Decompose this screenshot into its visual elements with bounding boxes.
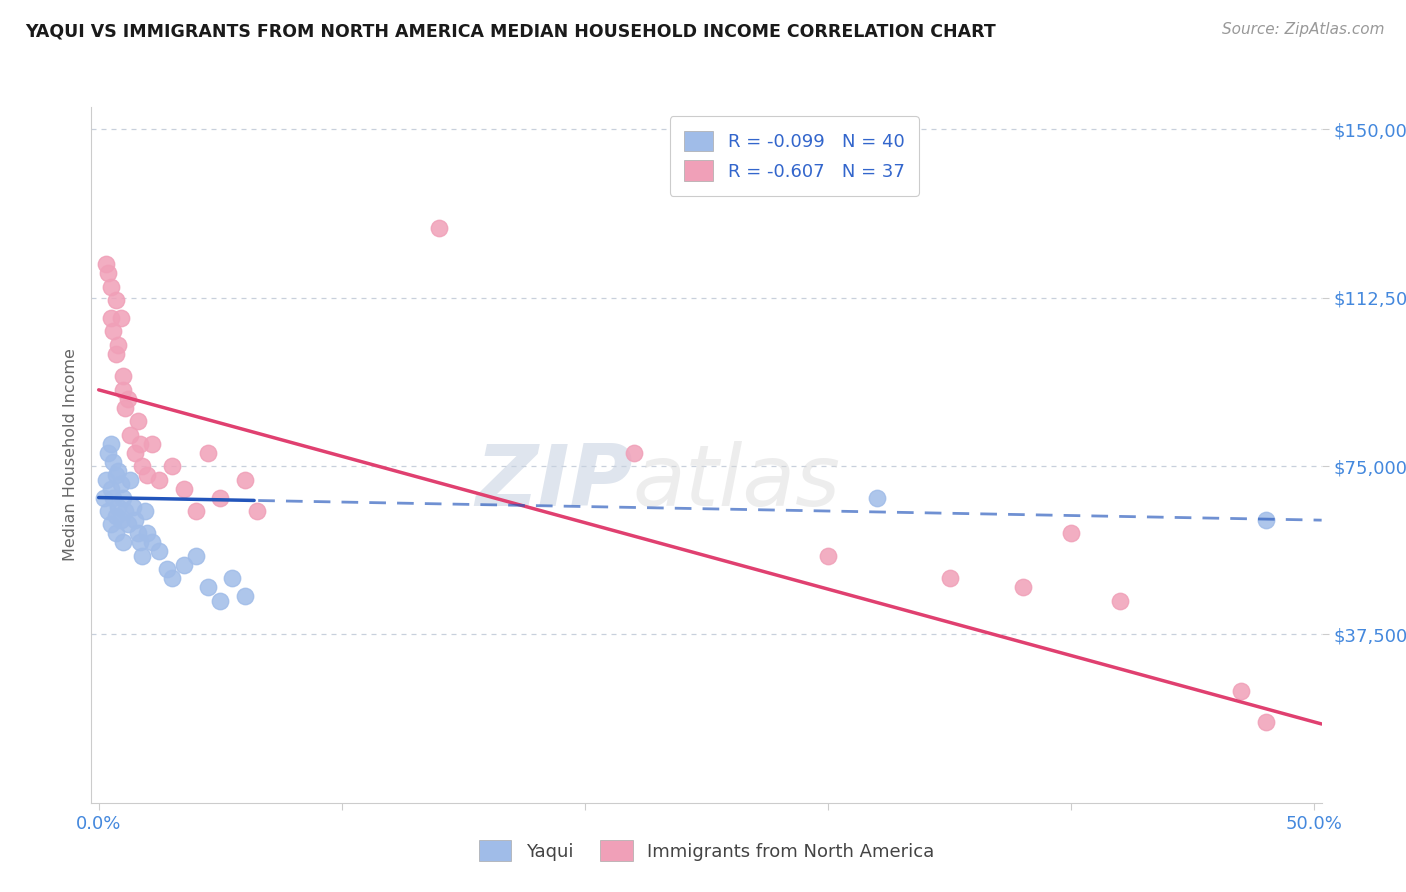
- Point: [136, 468, 159, 483]
- Point: [173, 558, 195, 572]
- Point: [100, 482, 122, 496]
- Y-axis label: Median Household Income: Median Household Income: [62, 349, 77, 561]
- Point: [100, 517, 122, 532]
- Point: [197, 445, 219, 459]
- Point: [131, 459, 153, 474]
- Point: [103, 491, 125, 505]
- Point: [111, 369, 134, 384]
- Point: [111, 383, 134, 397]
- Point: [209, 491, 232, 505]
- Point: [1254, 714, 1277, 729]
- Point: [221, 571, 243, 585]
- Text: ZIP: ZIP: [475, 442, 633, 524]
- Point: [233, 590, 256, 604]
- Point: [141, 436, 163, 450]
- Point: [134, 504, 156, 518]
- Point: [623, 445, 645, 459]
- Point: [136, 526, 159, 541]
- Point: [104, 468, 127, 483]
- Point: [111, 491, 134, 505]
- Point: [817, 549, 839, 563]
- Point: [127, 526, 149, 541]
- Text: Source: ZipAtlas.com: Source: ZipAtlas.com: [1222, 22, 1385, 37]
- Point: [148, 544, 170, 558]
- Point: [117, 392, 139, 406]
- Point: [129, 436, 152, 450]
- Text: atlas: atlas: [633, 442, 841, 524]
- Point: [129, 535, 152, 549]
- Point: [104, 508, 127, 523]
- Point: [114, 504, 136, 518]
- Point: [97, 266, 120, 280]
- Point: [104, 293, 127, 307]
- Point: [233, 473, 256, 487]
- Point: [120, 427, 142, 442]
- Point: [100, 279, 122, 293]
- Point: [1060, 526, 1083, 541]
- Point: [97, 445, 120, 459]
- Point: [866, 491, 889, 505]
- Point: [124, 445, 146, 459]
- Point: [156, 562, 179, 576]
- Point: [1230, 683, 1253, 698]
- Point: [209, 594, 232, 608]
- Point: [93, 491, 115, 505]
- Point: [107, 500, 129, 514]
- Point: [94, 473, 117, 487]
- Point: [141, 535, 163, 549]
- Point: [246, 504, 269, 518]
- Point: [427, 221, 450, 235]
- Point: [160, 571, 183, 585]
- Point: [184, 549, 207, 563]
- Point: [1108, 594, 1130, 608]
- Point: [121, 500, 143, 514]
- Point: [110, 513, 132, 527]
- Point: [103, 325, 125, 339]
- Point: [117, 517, 139, 532]
- Point: [131, 549, 153, 563]
- Point: [124, 513, 146, 527]
- Point: [148, 473, 170, 487]
- Legend: Yaqui, Immigrants from North America: Yaqui, Immigrants from North America: [470, 831, 943, 871]
- Point: [100, 436, 122, 450]
- Point: [94, 257, 117, 271]
- Point: [107, 464, 129, 478]
- Point: [1011, 580, 1033, 594]
- Point: [97, 504, 120, 518]
- Point: [111, 535, 134, 549]
- Point: [197, 580, 219, 594]
- Point: [100, 311, 122, 326]
- Point: [104, 526, 127, 541]
- Point: [110, 311, 132, 326]
- Point: [120, 473, 142, 487]
- Point: [103, 455, 125, 469]
- Point: [160, 459, 183, 474]
- Text: YAQUI VS IMMIGRANTS FROM NORTH AMERICA MEDIAN HOUSEHOLD INCOME CORRELATION CHART: YAQUI VS IMMIGRANTS FROM NORTH AMERICA M…: [25, 22, 995, 40]
- Point: [173, 482, 195, 496]
- Point: [110, 477, 132, 491]
- Point: [104, 347, 127, 361]
- Point: [127, 414, 149, 428]
- Point: [184, 504, 207, 518]
- Point: [107, 338, 129, 352]
- Point: [938, 571, 960, 585]
- Point: [1254, 513, 1277, 527]
- Point: [114, 401, 136, 415]
